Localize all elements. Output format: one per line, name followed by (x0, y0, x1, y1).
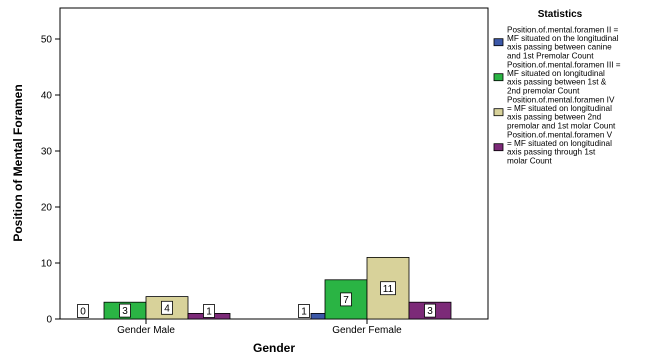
data-label-box-s1-c0 (119, 303, 131, 318)
legend-swatch-3 (493, 143, 504, 152)
legend: Statistics Position.of.mental.foramen II… (493, 9, 621, 165)
legend-item-1: Position.of.mental.foramen III =MF situa… (493, 61, 621, 95)
data-label-text-s2-c1: 11 (383, 284, 394, 295)
data-label-box-s2-c0 (161, 300, 173, 315)
legend-title: Statistics (538, 9, 583, 20)
data-label-text-s2-c0: 4 (164, 303, 170, 314)
data-label-text-s3-c1: 3 (427, 306, 433, 317)
data-label-s2-c1: 11 (380, 281, 396, 296)
plot-area (59, 7, 489, 320)
data-label-s3-c1: 3 (424, 303, 436, 318)
data-label-text-s1-c1: 7 (343, 295, 349, 306)
y-axis-title: Position of Mental Foramen (11, 84, 25, 241)
y-tick-label-2: 20 (41, 203, 53, 214)
legend-label-3-line-3: molar Count (507, 156, 552, 165)
data-label-box-s3-c1 (424, 303, 436, 318)
legend-label-0-line-2: axis passing between canine (507, 43, 612, 52)
y-tick-label-4: 40 (41, 91, 53, 102)
legend-label-1-line-0: Position.of.mental.foramen III = (507, 61, 621, 70)
y-tick-label-1: 10 (41, 259, 53, 270)
legend-swatch-1 (493, 73, 504, 82)
legend-label-2-line-0: Position.of.mental.foramen IV (507, 96, 615, 105)
data-label-s0-c1: 1 (298, 304, 310, 318)
legend-label-0-line-0: Position.of.mental.foramen II = (507, 26, 618, 35)
legend-item-2: Position.of.mental.foramen IV= MF situat… (493, 96, 616, 130)
legend-label-3-line-0: Position.of.mental.foramen V (507, 131, 613, 140)
legend-label-0-line-1: MF situated on the longitudinal (507, 34, 619, 43)
legend-item-3: Position.of.mental.foramen V= MF situate… (493, 131, 613, 165)
legend-label-1-line-2: axis passing between 1st & (507, 78, 607, 87)
y-axis: 0 10 20 30 40 50 (41, 35, 60, 326)
data-label-s2-c0: 4 (161, 300, 173, 315)
data-label-text-s0-c1: 1 (301, 307, 307, 318)
legend-label-1-line-3: 2nd premolar Count (507, 86, 580, 95)
data-label-box-s3-c0 (203, 304, 215, 318)
y-tick-label-5: 50 (41, 35, 53, 46)
data-label-box-s2-c1 (380, 281, 396, 296)
data-label-box-s0-c0 (77, 304, 89, 318)
data-label-s0-c0: 0 (77, 304, 89, 318)
x-axis-title: Gender (253, 341, 295, 355)
data-label-s1-c0: 3 (119, 303, 131, 318)
data-label-s3-c0: 1 (203, 304, 215, 318)
legend-swatch-0 (493, 38, 504, 47)
legend-label-2-line-3: premolar and 1st molar Count (507, 121, 616, 130)
legend-label-0-line-3: and 1st Premolar Count (507, 51, 594, 60)
data-label-box-s1-c1 (340, 292, 352, 307)
legend-label-3-line-2: axis passing through 1st (507, 148, 596, 157)
legend-label-1-line-1: MF situated on longitudinal (507, 69, 605, 78)
x-tick-label-0: Gender Male (117, 325, 175, 336)
data-label-text-s3-c0: 1 (206, 307, 212, 318)
y-tick-label-3: 30 (41, 147, 53, 158)
legend-swatch-2 (493, 108, 504, 117)
bar-s0-c1 (310, 312, 326, 320)
data-label-text-s1-c0: 3 (122, 306, 128, 317)
legend-label-2-line-2: axis passing between 2nd (507, 113, 602, 122)
data-label-s1-c1: 7 (340, 292, 352, 307)
legend-label-2-line-1: = MF situated on longitudinal (507, 104, 612, 113)
legend-label-3-line-1: = MF situated on longitudinal (507, 139, 612, 148)
data-label-text-s0-c0: 0 (80, 307, 86, 318)
data-label-box-s0-c1 (298, 304, 310, 318)
x-tick-label-1: Gender Female (332, 325, 402, 336)
x-axis: Gender Male Gender Female (117, 319, 402, 336)
legend-item-0: Position.of.mental.foramen II =MF situat… (493, 26, 619, 60)
y-tick-label-0: 0 (46, 315, 52, 326)
